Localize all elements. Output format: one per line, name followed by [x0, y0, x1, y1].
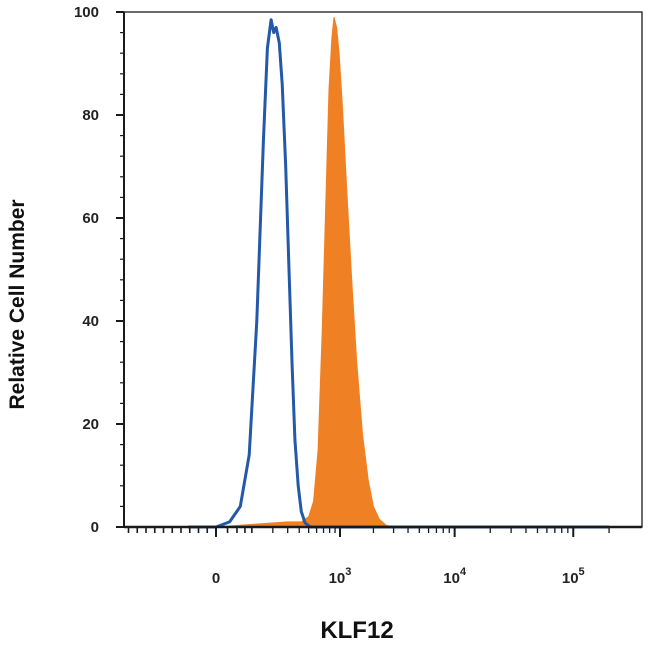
- x-tick-label: 103: [329, 566, 352, 587]
- y-tick-label: 20: [82, 416, 99, 433]
- y-tick-label: 60: [82, 210, 99, 227]
- y-tick-label: 80: [82, 107, 99, 124]
- y-tick-label: 0: [91, 519, 99, 536]
- x-tick-label-exponent: 4: [460, 566, 467, 578]
- x-tick-label: 0: [212, 570, 220, 587]
- x-tick-label-base: 10: [562, 570, 579, 587]
- plot-series: [188, 16, 610, 529]
- series-0-isotype-histogram: [188, 18, 610, 529]
- x-axis-ticks: [127, 527, 610, 537]
- plot-frame: [123, 11, 643, 528]
- x-tick-label-base: 10: [329, 570, 346, 587]
- x-tick-label-exponent: 3: [345, 566, 351, 578]
- y-axis-title: Relative Cell Number: [6, 199, 29, 409]
- x-tick-label-exponent: 5: [579, 566, 585, 578]
- x-axis-title: KLF12: [320, 617, 393, 644]
- x-tick-label: 104: [443, 566, 467, 587]
- x-tick-label-base: 10: [443, 570, 460, 587]
- x-axis-tick-labels: 0 103 104 105: [212, 566, 585, 587]
- series-1-stained-histogram: [188, 16, 610, 528]
- y-tick-label: 40: [82, 313, 99, 330]
- x-tick-label: 105: [562, 566, 585, 587]
- x-tick-label-base: 0: [212, 570, 220, 587]
- y-tick-label: 100: [74, 4, 99, 21]
- y-axis-ticks: 0 20 40 60 80 100: [74, 4, 124, 536]
